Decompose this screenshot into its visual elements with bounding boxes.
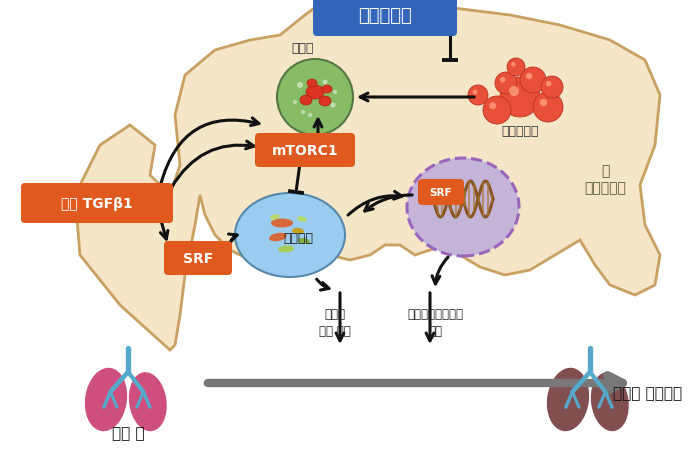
FancyBboxPatch shape	[21, 184, 173, 223]
Ellipse shape	[319, 97, 331, 107]
Circle shape	[546, 82, 552, 87]
Circle shape	[526, 74, 532, 80]
Circle shape	[511, 63, 515, 67]
Text: 섬유모세포: 섬유모세포	[584, 181, 626, 195]
Circle shape	[540, 100, 547, 107]
Circle shape	[509, 87, 519, 97]
Text: 폐: 폐	[601, 164, 609, 177]
Circle shape	[293, 101, 297, 105]
Text: 리소좀: 리소좀	[292, 41, 314, 55]
Circle shape	[495, 73, 517, 95]
Ellipse shape	[547, 368, 589, 431]
Text: 정상 폐: 정상 폐	[112, 425, 144, 440]
Circle shape	[500, 78, 505, 83]
Ellipse shape	[407, 159, 519, 257]
Ellipse shape	[591, 372, 629, 431]
Text: 자가포식: 자가포식	[283, 231, 313, 244]
Circle shape	[507, 59, 525, 77]
Ellipse shape	[307, 80, 317, 88]
Text: 활성 TGFβ1: 활성 TGFβ1	[61, 197, 133, 211]
Text: 콜레스테롤: 콜레스테롤	[501, 124, 539, 137]
Circle shape	[500, 78, 540, 118]
Text: 근섬유모세포로의
분화: 근섬유모세포로의 분화	[407, 307, 463, 337]
Text: mTORC1: mTORC1	[272, 144, 338, 157]
Ellipse shape	[298, 238, 310, 244]
Circle shape	[277, 60, 353, 136]
Text: SRF: SRF	[183, 252, 213, 265]
Ellipse shape	[306, 86, 324, 100]
Circle shape	[489, 103, 496, 110]
Text: 세포외
기질 축적: 세포외 기질 축적	[319, 307, 351, 337]
Circle shape	[468, 86, 488, 106]
Circle shape	[301, 111, 305, 115]
Ellipse shape	[297, 217, 307, 222]
Ellipse shape	[300, 96, 312, 106]
Circle shape	[533, 93, 563, 123]
Ellipse shape	[270, 215, 280, 220]
Circle shape	[483, 97, 511, 125]
Ellipse shape	[292, 228, 304, 234]
Ellipse shape	[271, 219, 293, 228]
Ellipse shape	[278, 246, 294, 253]
Text: SRF: SRF	[430, 187, 452, 197]
Text: 특발성 폐섬유증: 특발성 폐섬유증	[613, 386, 682, 400]
Ellipse shape	[322, 86, 332, 94]
Text: 에제티미브: 에제티미브	[358, 7, 412, 25]
Circle shape	[297, 83, 303, 89]
FancyBboxPatch shape	[418, 180, 464, 206]
Circle shape	[330, 103, 335, 108]
Circle shape	[520, 68, 546, 94]
FancyBboxPatch shape	[255, 134, 355, 167]
Circle shape	[323, 81, 328, 86]
Circle shape	[541, 77, 563, 99]
Ellipse shape	[129, 372, 167, 431]
Ellipse shape	[235, 193, 345, 278]
Circle shape	[473, 90, 477, 95]
FancyBboxPatch shape	[164, 242, 232, 275]
Polygon shape	[75, 1, 660, 350]
FancyBboxPatch shape	[313, 0, 457, 37]
Ellipse shape	[85, 368, 127, 431]
Circle shape	[308, 114, 312, 118]
Ellipse shape	[269, 233, 287, 242]
Circle shape	[333, 91, 337, 95]
